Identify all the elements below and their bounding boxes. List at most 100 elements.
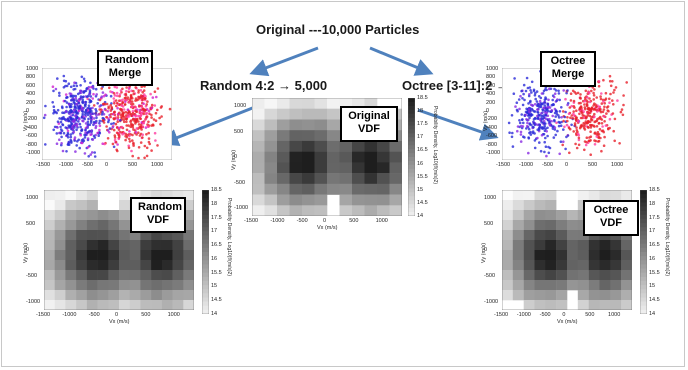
vdf-cell <box>277 173 290 185</box>
scatter-point <box>98 124 102 128</box>
vdf-cell <box>65 220 77 231</box>
scatter-point <box>115 148 118 152</box>
vdf-cell <box>567 250 579 261</box>
scatter-point <box>557 116 561 119</box>
vdf-cell <box>327 130 340 142</box>
scatter-point <box>142 121 145 125</box>
original-vdf-y-label: Vy (m/s) <box>231 149 238 171</box>
vdf-cell <box>364 205 378 216</box>
vdf-cell <box>65 230 77 241</box>
vdf-cell <box>161 270 173 281</box>
scatter-point <box>589 123 592 127</box>
vdf-cell <box>97 220 109 231</box>
scatter-point <box>132 92 135 96</box>
scatter-point <box>544 145 548 148</box>
scatter-point <box>61 123 64 126</box>
octree-vdf-y-tick: 500 <box>484 221 494 227</box>
colorbar-step <box>202 285 209 290</box>
scatter-point <box>614 86 618 89</box>
scatter-point <box>95 109 98 113</box>
scatter-point <box>583 100 587 103</box>
scatter-point <box>121 111 125 114</box>
scatter-point <box>514 105 517 108</box>
scatter-point <box>77 101 80 104</box>
vdf-cell <box>183 190 194 201</box>
scatter-point <box>67 119 70 123</box>
scatter-point <box>130 119 133 122</box>
random-vdf-heatmap <box>44 190 194 310</box>
scatter-point <box>109 115 112 119</box>
scatter-point <box>141 97 144 100</box>
scatter-point <box>67 140 71 144</box>
scatter-point <box>121 105 125 108</box>
scatter-point <box>516 129 519 133</box>
scatter-point <box>141 125 145 128</box>
scatter-y-tick: 400 <box>486 91 496 98</box>
random-vdf-cb-tick: 17.5 <box>211 214 222 221</box>
scatter-point <box>59 128 63 131</box>
random-caption: Random 4:2 → 5,000 <box>200 78 328 93</box>
scatter-point <box>574 118 578 122</box>
scatter-point <box>80 129 83 132</box>
vdf-cell <box>161 240 173 251</box>
vdf-cell <box>302 183 315 195</box>
scatter-point <box>137 91 140 94</box>
scatter-point <box>569 116 572 120</box>
scatter-point <box>109 109 113 112</box>
scatter-point <box>520 124 523 128</box>
scatter-point <box>621 113 625 117</box>
vdf-cell <box>314 108 328 120</box>
scatter-point <box>584 143 588 147</box>
random-vdf-y-tick: -500 <box>26 273 38 279</box>
scatter-point <box>508 131 511 134</box>
vdf-cell <box>556 260 568 271</box>
scatter-point <box>44 143 47 146</box>
scatter-point <box>52 128 55 132</box>
scatter-point <box>532 122 536 125</box>
vdf-cell <box>183 280 194 291</box>
scatter-point <box>608 97 611 101</box>
scatter-point <box>597 84 601 88</box>
scatter-point <box>98 121 101 125</box>
scatter-point <box>532 126 535 129</box>
colorbar-step <box>408 188 415 193</box>
vdf-cell <box>545 240 557 251</box>
random-merge-line1: Random <box>105 54 149 66</box>
random-merge-line2: Merge <box>108 67 142 79</box>
scatter-point <box>110 107 114 110</box>
scatter-point <box>123 103 127 106</box>
scatter-point <box>593 125 596 128</box>
scatter-point <box>596 133 600 136</box>
scatter-point <box>589 130 592 133</box>
vdf-cell <box>44 200 55 211</box>
scatter-point <box>560 116 563 119</box>
vdf-cell <box>264 151 278 163</box>
vdf-cell <box>534 200 546 211</box>
octree-vdf-cb-tick: 15 <box>649 283 656 290</box>
scatter-point <box>581 124 584 128</box>
scatter-point <box>131 105 134 109</box>
scatter-point <box>607 109 610 113</box>
vdf-cell <box>502 200 514 211</box>
scatter-point <box>528 123 532 126</box>
scatter-x-tick: -500 <box>542 162 554 168</box>
scatter-point <box>572 110 575 113</box>
scatter-point <box>526 86 530 90</box>
vdf-cell <box>183 200 194 211</box>
original-vdf-cb-tick: 14.5 <box>417 199 428 206</box>
scatter-point <box>72 94 76 98</box>
vdf-cell <box>577 280 589 291</box>
vdf-cell <box>65 200 77 211</box>
scatter-point <box>579 116 583 120</box>
scatter-point <box>64 118 67 121</box>
vdf-cell <box>264 162 278 174</box>
scatter-point <box>527 114 530 117</box>
scatter-point <box>533 146 537 150</box>
colorbar-step <box>202 198 209 203</box>
vdf-cell <box>44 260 55 271</box>
colorbar-step <box>640 202 647 207</box>
scatter-point <box>139 123 143 126</box>
random-vdf-x-tick: -1000 <box>62 312 77 318</box>
scatter-point <box>566 119 569 123</box>
scatter-point <box>533 139 537 142</box>
